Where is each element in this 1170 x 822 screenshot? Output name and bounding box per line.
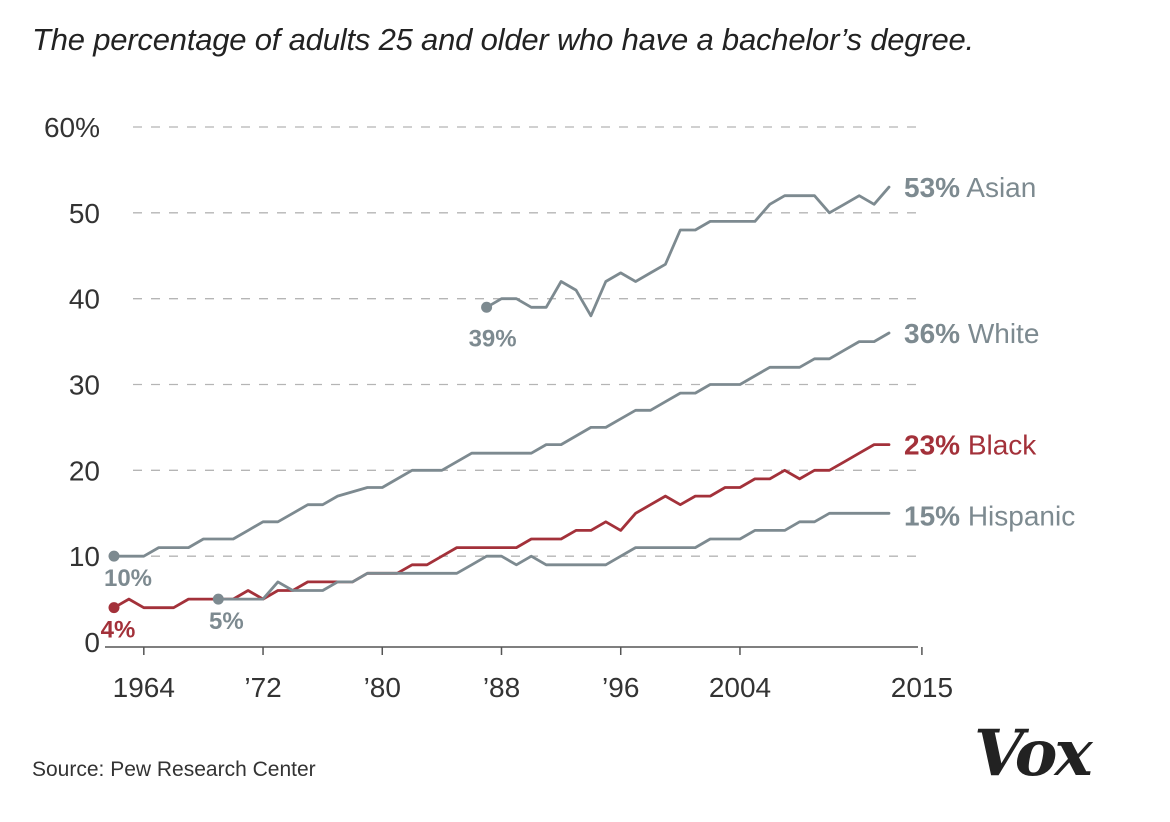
hispanic-start-point: [212, 593, 224, 605]
y-tick-label: 60%: [44, 112, 100, 143]
source-note: Source: Pew Research Center: [32, 758, 316, 781]
black-series-line: [112, 443, 891, 610]
series-layer: [108, 185, 891, 614]
white-end-label: 36% White: [904, 318, 1039, 349]
white-start-point: [108, 550, 120, 562]
y-tick-label: 30: [69, 370, 100, 401]
x-tick-label: ’88: [483, 672, 520, 703]
y-tick-label: 0: [84, 627, 100, 658]
axis-layer: 60% 50 40 30 20 10 0 1964 ’72 ’80 ’88 ’96 2004 2015: [44, 112, 953, 703]
x-tick-label: 2015: [891, 672, 953, 703]
hispanic-end-label: 15% Hispanic: [904, 500, 1075, 531]
y-tick-label: 50: [69, 198, 100, 229]
asian-end-label: 53% Asian: [904, 172, 1036, 203]
chart-title: The percentage of adults 25 and older wh…: [32, 22, 974, 57]
white-series-line: [112, 331, 891, 558]
grid-layer: [133, 126, 918, 557]
x-tick-label: ’72: [244, 672, 281, 703]
y-tick-label: 20: [69, 455, 100, 486]
x-tick-label: 2004: [709, 672, 771, 703]
x-tick-label: ’80: [364, 672, 401, 703]
x-tick-label: 1964: [113, 672, 175, 703]
hispanic-start-label: 5%: [209, 608, 244, 635]
hispanic-series-line: [216, 511, 891, 601]
black-start-point: [108, 602, 120, 614]
x-tick-label: ’96: [602, 672, 639, 703]
vox-logo: Vox: [974, 716, 1093, 791]
label-layer: 10% 36% White 4% 23% Black 5% 15% Hispanic 39%…: [101, 172, 1076, 644]
y-tick-label: 40: [69, 284, 100, 315]
y-tick-label: 10: [69, 541, 100, 572]
white-start-label: 10%: [104, 565, 152, 592]
asian-start-label: 39%: [469, 325, 517, 352]
black-end-label: 23% Black: [904, 430, 1037, 461]
asian-series-line: [485, 185, 891, 318]
black-start-label: 4%: [101, 617, 136, 644]
asian-start-point: [481, 301, 493, 313]
